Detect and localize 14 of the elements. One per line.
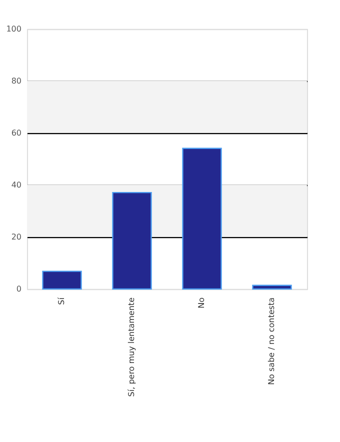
- y-tick-label: 60: [11, 128, 22, 138]
- y-tick-label: 0: [16, 284, 22, 294]
- bar: [112, 192, 152, 290]
- x-tick-label: No sabe / no contesta: [267, 297, 276, 385]
- y-tick-label: 40: [11, 180, 22, 190]
- x-tick-label: No: [197, 297, 206, 308]
- y-tick-label: 80: [11, 76, 22, 86]
- y-tick-label: 100: [6, 24, 22, 34]
- bar: [252, 284, 292, 290]
- bar: [182, 148, 222, 290]
- bar: [42, 270, 82, 290]
- x-tick-label: Sí: [57, 296, 66, 305]
- y-tick-label: 20: [11, 232, 22, 242]
- x-tick-label: Sí, pero muy lentamente: [127, 297, 136, 397]
